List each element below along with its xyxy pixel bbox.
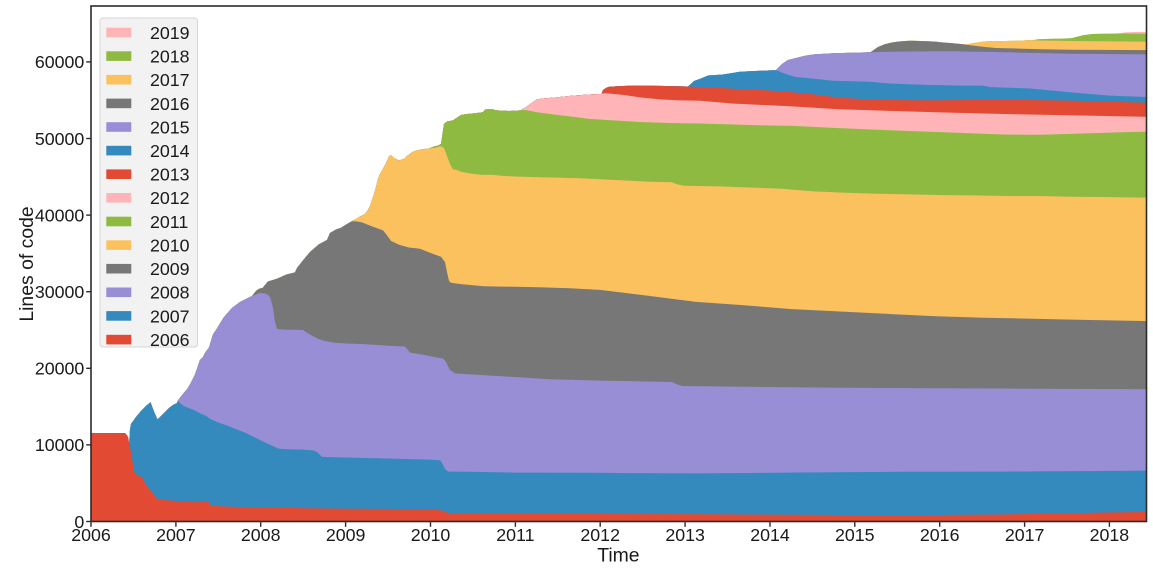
svg-text:2013: 2013 xyxy=(665,525,705,545)
svg-text:2016: 2016 xyxy=(150,94,190,114)
svg-text:0: 0 xyxy=(74,512,84,532)
svg-text:Time: Time xyxy=(597,545,639,567)
svg-text:2009: 2009 xyxy=(326,525,366,545)
svg-text:50000: 50000 xyxy=(35,129,85,149)
svg-text:40000: 40000 xyxy=(35,205,85,225)
svg-text:2015: 2015 xyxy=(150,117,190,137)
svg-text:2018: 2018 xyxy=(1090,525,1130,545)
svg-text:2017: 2017 xyxy=(150,70,190,90)
svg-text:2009: 2009 xyxy=(150,259,190,279)
svg-text:2006: 2006 xyxy=(150,330,190,350)
svg-text:2015: 2015 xyxy=(835,525,875,545)
svg-text:2014: 2014 xyxy=(750,525,790,545)
svg-text:2018: 2018 xyxy=(150,47,190,67)
svg-text:2017: 2017 xyxy=(1005,525,1045,545)
svg-text:2012: 2012 xyxy=(580,525,620,545)
svg-text:Lines of code: Lines of code xyxy=(16,206,38,321)
svg-text:2007: 2007 xyxy=(150,306,190,326)
svg-text:2007: 2007 xyxy=(156,525,196,545)
svg-text:2008: 2008 xyxy=(150,283,190,303)
svg-text:20000: 20000 xyxy=(35,359,85,379)
svg-text:2010: 2010 xyxy=(150,236,190,256)
svg-text:2008: 2008 xyxy=(241,525,281,545)
svg-text:2013: 2013 xyxy=(150,165,190,185)
svg-text:2011: 2011 xyxy=(150,212,188,232)
svg-text:2014: 2014 xyxy=(150,141,190,161)
svg-text:2019: 2019 xyxy=(150,23,190,43)
svg-text:2010: 2010 xyxy=(411,525,451,545)
svg-text:60000: 60000 xyxy=(35,52,85,72)
svg-text:2011: 2011 xyxy=(496,525,534,545)
svg-text:2016: 2016 xyxy=(920,525,960,545)
svg-text:2012: 2012 xyxy=(150,188,190,208)
svg-text:30000: 30000 xyxy=(35,282,85,302)
svg-text:10000: 10000 xyxy=(35,435,85,455)
svg-text:2006: 2006 xyxy=(71,525,111,545)
